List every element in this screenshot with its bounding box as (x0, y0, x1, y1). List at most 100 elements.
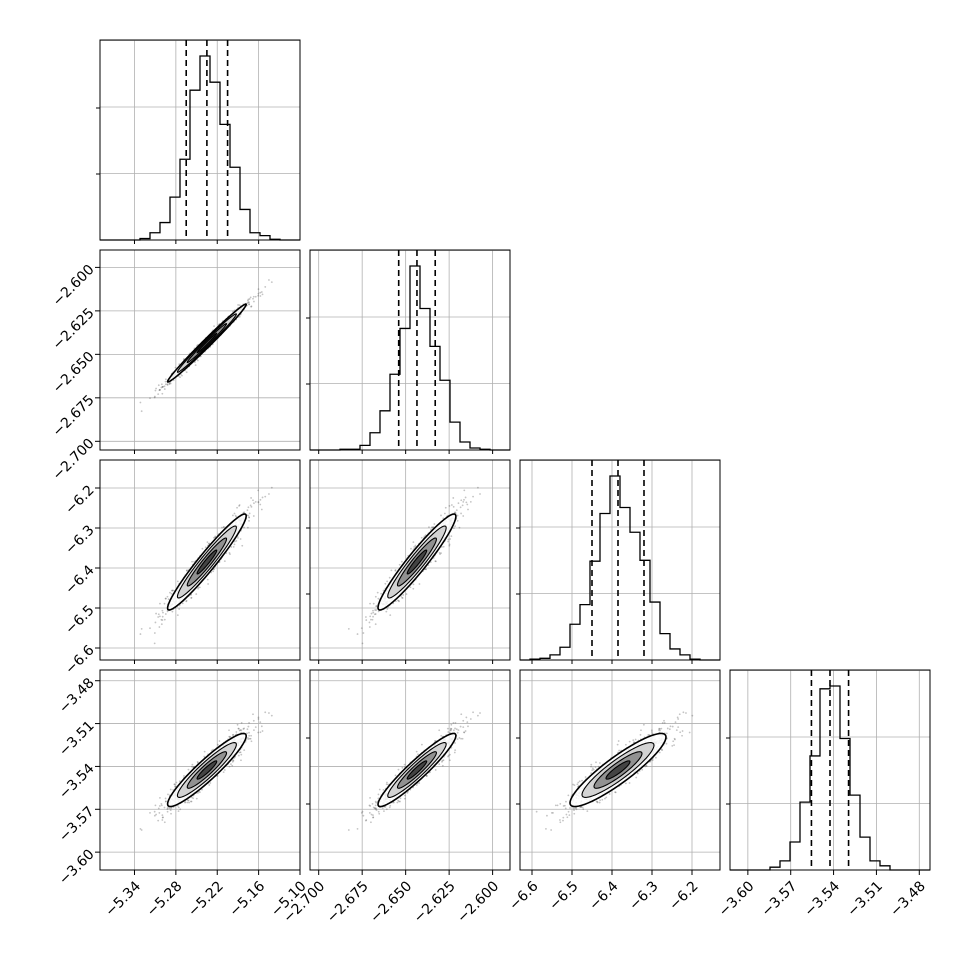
sample-point (434, 560, 437, 563)
sample-point (440, 546, 443, 548)
sample-point (159, 388, 161, 391)
sample-point (394, 569, 397, 572)
sample-point (169, 788, 172, 791)
sample-point (397, 599, 399, 602)
sample-point (155, 612, 157, 615)
sample-point (252, 719, 255, 722)
sample-point (176, 804, 179, 807)
sample-point (270, 486, 273, 489)
sample-point (401, 597, 404, 599)
sample-point (253, 300, 255, 303)
sample-point (234, 514, 237, 517)
sample-point (154, 621, 157, 624)
sample-point (223, 560, 226, 563)
sample-point (477, 486, 479, 489)
sample-point (439, 553, 441, 556)
sample-point (203, 755, 206, 758)
sample-point (157, 807, 160, 810)
sample-point (183, 775, 185, 777)
sample-point (170, 812, 172, 815)
sample-point (361, 642, 364, 645)
sample-point (185, 599, 188, 602)
sample-point (253, 502, 255, 505)
sample-point (243, 511, 245, 514)
sample-point (167, 598, 170, 601)
sample-point (375, 605, 378, 608)
sample-point (249, 504, 252, 507)
sample-point (237, 304, 239, 306)
sample-point (403, 794, 406, 797)
sample-point (197, 761, 199, 764)
sample-point (253, 729, 255, 732)
sample-point (232, 545, 235, 548)
sample-point (174, 366, 177, 369)
sample-point (259, 291, 262, 294)
sample-point (213, 568, 216, 571)
sample-point (170, 592, 173, 595)
sample-point (250, 305, 253, 308)
sample-point (140, 829, 143, 831)
sample-point (409, 586, 412, 589)
sample-point (390, 569, 393, 572)
sample-point (171, 610, 174, 613)
sample-point (228, 735, 231, 738)
sample-point (424, 568, 427, 570)
sample-point (448, 544, 451, 547)
sample-point (241, 544, 244, 547)
sample-point (469, 500, 472, 503)
sample-point (347, 627, 350, 630)
sample-point (260, 508, 263, 511)
sample-point (252, 713, 254, 716)
sample-point (160, 623, 163, 626)
sample-point (166, 595, 169, 598)
sample-point (243, 749, 246, 752)
sample-point (465, 501, 468, 504)
sample-point (166, 610, 169, 613)
sample-point (208, 784, 211, 786)
sample-point (221, 526, 223, 529)
sample-point (178, 604, 181, 607)
sample-point (223, 769, 226, 771)
sample-point (238, 729, 241, 732)
sample-point (181, 602, 184, 605)
sample-point (157, 613, 160, 616)
sample-point (401, 596, 403, 599)
sample-point (222, 526, 225, 529)
sample-point (433, 523, 436, 525)
sample-point (237, 536, 239, 539)
sample-point (447, 538, 450, 541)
sample-point (237, 754, 240, 757)
sample-point (192, 797, 195, 800)
sample-point (228, 765, 231, 768)
sample-point (247, 298, 250, 301)
sample-point (247, 738, 250, 741)
sample-point (189, 800, 192, 803)
sample-point (160, 383, 163, 386)
sample-point (187, 768, 190, 771)
sample-point (163, 806, 166, 809)
sample-point (398, 600, 400, 603)
sample-point (163, 602, 166, 605)
sample-point (239, 751, 242, 754)
sample-point (442, 517, 445, 520)
sample-point (169, 591, 171, 594)
sample-point (261, 293, 264, 296)
sample-point (160, 386, 163, 389)
sample-point (161, 392, 164, 395)
sample-point (161, 814, 164, 817)
sample-point (159, 615, 161, 618)
sample-point (164, 597, 167, 600)
sample-point (246, 737, 249, 739)
sample-point (164, 800, 167, 803)
sample-point (209, 782, 212, 784)
sample-point (448, 543, 451, 546)
sample-point (452, 497, 455, 499)
sample-point (385, 610, 388, 613)
sample-point (190, 597, 193, 599)
sample-point (231, 760, 234, 763)
sample-point (236, 723, 239, 726)
sample-point (139, 633, 142, 635)
sample-point (237, 727, 240, 730)
sample-point (158, 812, 161, 814)
sample-point (455, 509, 458, 512)
